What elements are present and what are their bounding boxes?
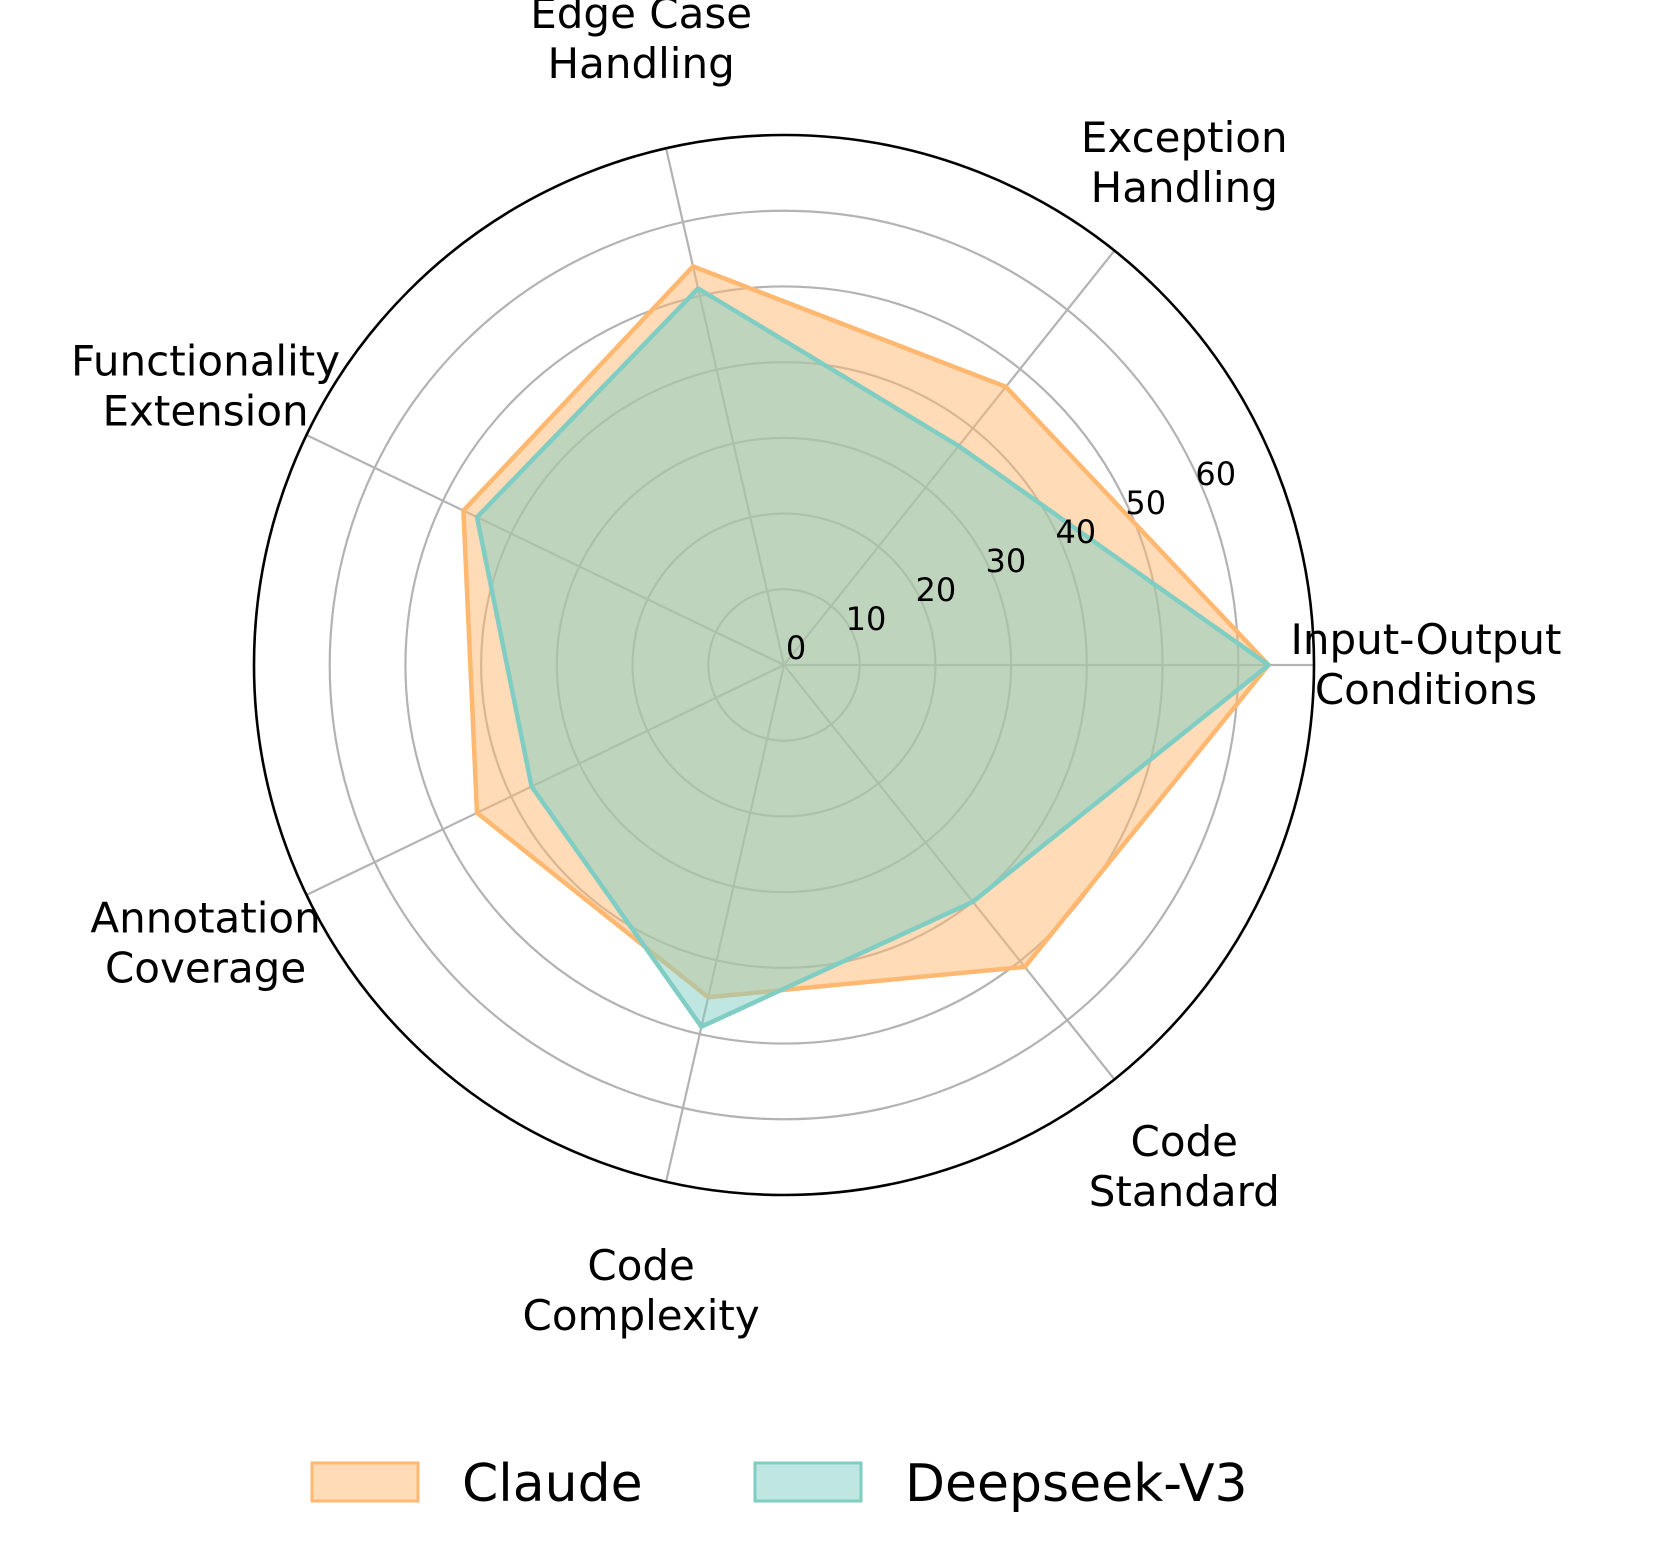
tick-label-20: 20 <box>916 571 957 609</box>
axis-label-functionality-extension: Functionality Extension <box>71 336 340 435</box>
legend-swatch-claude <box>310 1461 420 1503</box>
tick-label-40: 40 <box>1055 513 1096 551</box>
series-fill-deepseek-v3 <box>477 288 1269 1027</box>
tick-label-50: 50 <box>1125 484 1166 522</box>
radial-tick-labels: 0 10 20 30 40 50 60 <box>786 455 1236 667</box>
series-line-claude <box>461 264 1271 1000</box>
radar-series <box>461 264 1271 1029</box>
tick-label-0: 0 <box>786 629 806 667</box>
axis-label-annotation-coverage: Annotation Coverage <box>90 894 320 993</box>
axis-label-code-standard: Code Standard <box>1089 1117 1280 1216</box>
tick-label-60: 60 <box>1195 455 1236 493</box>
legend: Claude Deepseek-V3 <box>310 1454 1248 1514</box>
outer-frame <box>252 133 1316 1197</box>
series-line-deepseek-v3 <box>474 286 1271 1029</box>
legend-label-deepseek-v3: Deepseek-V3 <box>905 1454 1248 1514</box>
legend-swatch-deepseek-v3 <box>753 1461 863 1503</box>
tick-label-30: 30 <box>985 542 1026 580</box>
axis-label-edge-case-handling: Edge Case Handling <box>530 0 752 88</box>
axis-labels: Input-Output Conditions Exception Handling E… <box>71 0 1561 1340</box>
axis-label-exception-handling: Exception Handling <box>1081 113 1288 212</box>
legend-label-claude: Claude <box>462 1454 643 1514</box>
tick-label-10: 10 <box>846 600 887 638</box>
axis-label-input-output-conditions: Input-Output Conditions <box>1291 615 1562 714</box>
axis-label-code-complexity: Code Complexity <box>523 1241 760 1340</box>
